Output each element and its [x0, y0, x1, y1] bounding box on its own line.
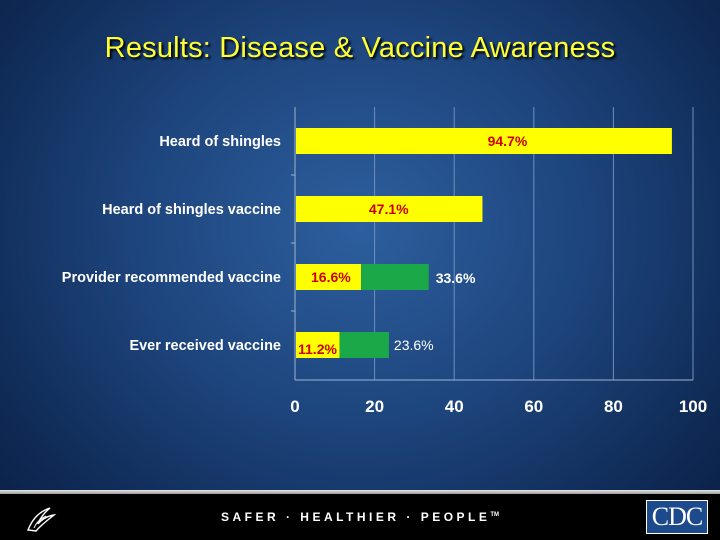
- x-tick-label: 0: [290, 397, 299, 416]
- category-label: Heard of shingles: [159, 134, 281, 150]
- x-tick-label: 20: [365, 397, 384, 416]
- footer-divider: [0, 490, 720, 494]
- bar-yellow: [296, 128, 672, 154]
- awareness-bar-chart: 0 20 40 60 80 100 Heard of shingles Heard of sh…: [62, 107, 707, 416]
- category-label: Ever received vaccine: [129, 338, 281, 354]
- bar-yellow: [296, 196, 483, 222]
- tagline-text: SAFER · HEALTHIER · PEOPLE: [220, 510, 491, 524]
- x-tick-label: 60: [524, 397, 543, 416]
- data-label: 33.6%: [436, 270, 476, 286]
- x-tick-label: 80: [604, 397, 623, 416]
- data-label: 47.1%: [369, 201, 409, 217]
- cdc-logo: CDC: [646, 500, 708, 534]
- data-label: 16.6%: [311, 269, 351, 285]
- slide-title: Results: Disease & Vaccine Awareness: [104, 32, 616, 64]
- category-label: Heard of shingles vaccine: [102, 202, 281, 218]
- data-label: 11.2%: [298, 341, 337, 357]
- bar-green: [339, 332, 389, 358]
- x-tick-label: 100: [679, 397, 707, 416]
- data-label: 94.7%: [488, 133, 528, 149]
- trademark-mark: TM: [490, 512, 500, 518]
- bar-yellow: [296, 264, 362, 290]
- bar-yellow: [296, 332, 340, 358]
- hhs-eagle-icon: [27, 507, 57, 532]
- x-tick-label: 40: [445, 397, 464, 416]
- footer-bar: SAFER · HEALTHIER · PEOPLETM CDC: [0, 494, 720, 540]
- data-label: 23.6%: [394, 337, 434, 353]
- bar-green: [361, 264, 429, 290]
- footer-tagline: SAFER · HEALTHIER · PEOPLETM: [0, 510, 720, 524]
- category-label: Provider recommended vaccine: [62, 270, 281, 286]
